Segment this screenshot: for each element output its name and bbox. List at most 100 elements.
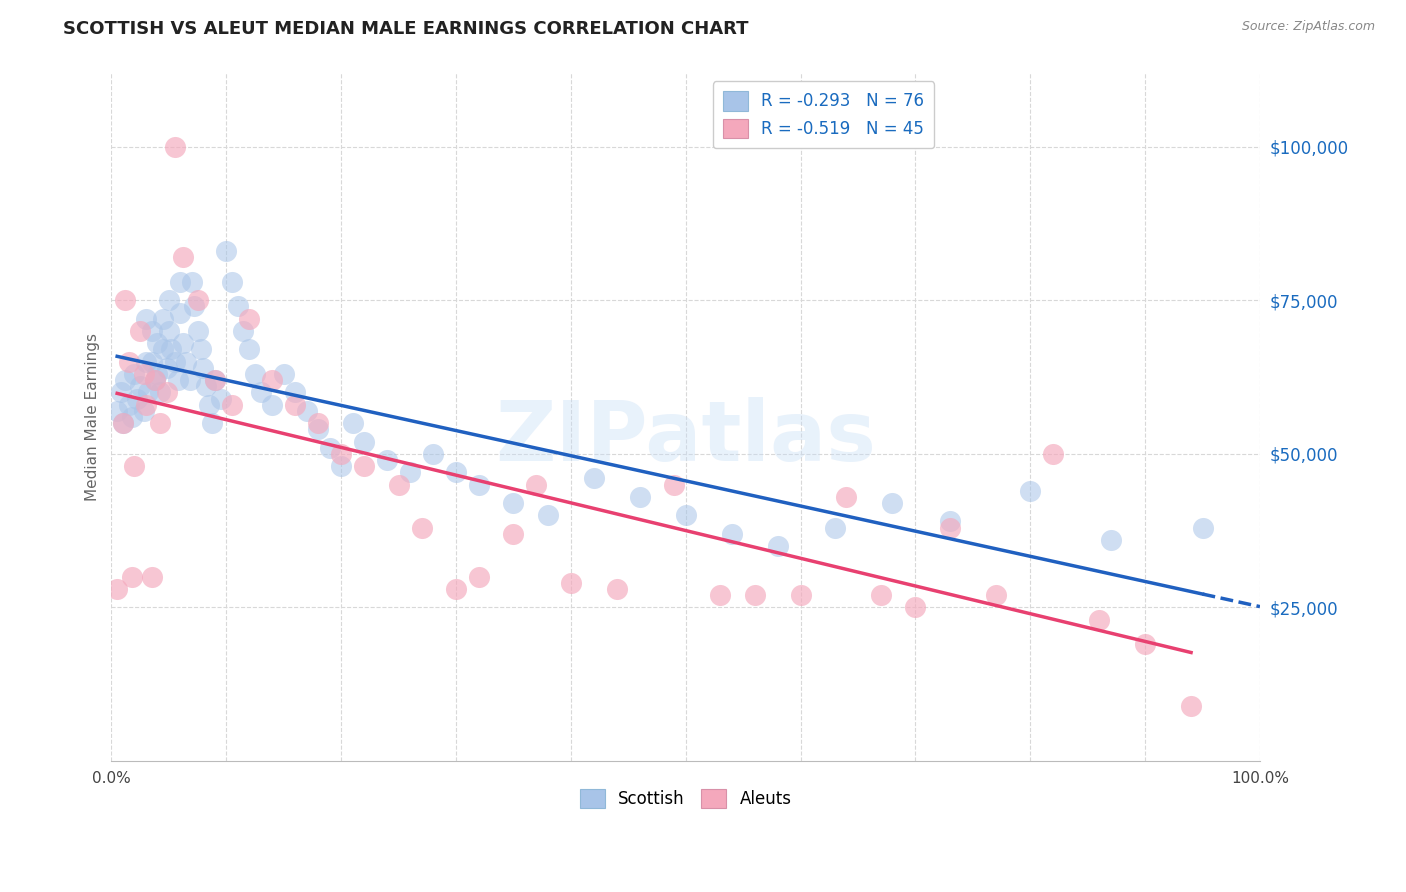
Point bbox=[664, 477, 686, 491]
Point bbox=[307, 416, 329, 430]
Point bbox=[307, 422, 329, 436]
Point bbox=[1088, 613, 1111, 627]
Point bbox=[1042, 447, 1064, 461]
Point bbox=[1191, 520, 1213, 534]
Point bbox=[353, 434, 375, 449]
Point bbox=[939, 520, 962, 534]
Point bbox=[330, 459, 353, 474]
Point bbox=[132, 367, 155, 381]
Point bbox=[709, 588, 731, 602]
Point bbox=[187, 324, 209, 338]
Point bbox=[141, 570, 163, 584]
Point bbox=[284, 385, 307, 400]
Point bbox=[179, 373, 201, 387]
Point bbox=[984, 588, 1007, 602]
Point bbox=[143, 373, 166, 387]
Point bbox=[221, 275, 243, 289]
Point bbox=[502, 496, 524, 510]
Point bbox=[124, 459, 146, 474]
Point bbox=[870, 588, 893, 602]
Point bbox=[149, 385, 172, 400]
Point bbox=[238, 343, 260, 357]
Point bbox=[295, 404, 318, 418]
Point bbox=[190, 343, 212, 357]
Point bbox=[468, 570, 491, 584]
Point bbox=[1099, 533, 1122, 547]
Point bbox=[444, 582, 467, 596]
Point bbox=[1180, 698, 1202, 713]
Point bbox=[194, 379, 217, 393]
Point bbox=[824, 520, 846, 534]
Point bbox=[187, 293, 209, 308]
Point bbox=[249, 385, 271, 400]
Point bbox=[132, 404, 155, 418]
Point bbox=[606, 582, 628, 596]
Point bbox=[121, 410, 143, 425]
Point bbox=[835, 490, 858, 504]
Point bbox=[136, 385, 159, 400]
Point bbox=[146, 336, 169, 351]
Point bbox=[167, 373, 190, 387]
Point bbox=[215, 244, 238, 259]
Point bbox=[342, 416, 364, 430]
Point bbox=[444, 466, 467, 480]
Point bbox=[124, 367, 146, 381]
Point bbox=[330, 447, 353, 461]
Point bbox=[628, 490, 651, 504]
Point bbox=[226, 300, 249, 314]
Point bbox=[204, 373, 226, 387]
Point bbox=[157, 324, 180, 338]
Point bbox=[135, 311, 157, 326]
Point bbox=[111, 416, 134, 430]
Point bbox=[143, 373, 166, 387]
Point bbox=[155, 385, 177, 400]
Point bbox=[152, 311, 174, 326]
Point bbox=[198, 398, 221, 412]
Point bbox=[155, 360, 177, 375]
Point bbox=[160, 343, 183, 357]
Point bbox=[163, 139, 186, 153]
Point bbox=[141, 355, 163, 369]
Point bbox=[141, 324, 163, 338]
Text: Source: ZipAtlas.com: Source: ZipAtlas.com bbox=[1241, 20, 1375, 33]
Point bbox=[238, 311, 260, 326]
Point bbox=[411, 520, 433, 534]
Point bbox=[789, 588, 811, 602]
Point bbox=[560, 575, 582, 590]
Point bbox=[117, 355, 139, 369]
Point bbox=[149, 416, 172, 430]
Point bbox=[273, 367, 295, 381]
Point bbox=[105, 582, 128, 596]
Point bbox=[110, 385, 132, 400]
Point bbox=[121, 570, 143, 584]
Point bbox=[204, 373, 226, 387]
Point bbox=[882, 496, 904, 510]
Point bbox=[114, 293, 136, 308]
Point bbox=[174, 355, 197, 369]
Point bbox=[766, 539, 789, 553]
Point bbox=[163, 355, 186, 369]
Point bbox=[675, 508, 697, 523]
Legend: Scottish, Aleuts: Scottish, Aleuts bbox=[574, 782, 799, 814]
Point bbox=[524, 477, 547, 491]
Point bbox=[221, 398, 243, 412]
Point bbox=[537, 508, 560, 523]
Point bbox=[502, 526, 524, 541]
Point bbox=[105, 404, 128, 418]
Point bbox=[468, 477, 491, 491]
Point bbox=[744, 588, 766, 602]
Point bbox=[1133, 637, 1156, 651]
Text: SCOTTISH VS ALEUT MEDIAN MALE EARNINGS CORRELATION CHART: SCOTTISH VS ALEUT MEDIAN MALE EARNINGS C… bbox=[63, 20, 749, 37]
Point bbox=[262, 398, 284, 412]
Point bbox=[117, 398, 139, 412]
Point bbox=[399, 466, 422, 480]
Point bbox=[720, 526, 742, 541]
Point bbox=[183, 300, 205, 314]
Point bbox=[152, 343, 174, 357]
Point bbox=[232, 324, 254, 338]
Point bbox=[387, 477, 409, 491]
Point bbox=[1019, 483, 1042, 498]
Point bbox=[284, 398, 307, 412]
Point bbox=[939, 515, 962, 529]
Point bbox=[129, 324, 152, 338]
